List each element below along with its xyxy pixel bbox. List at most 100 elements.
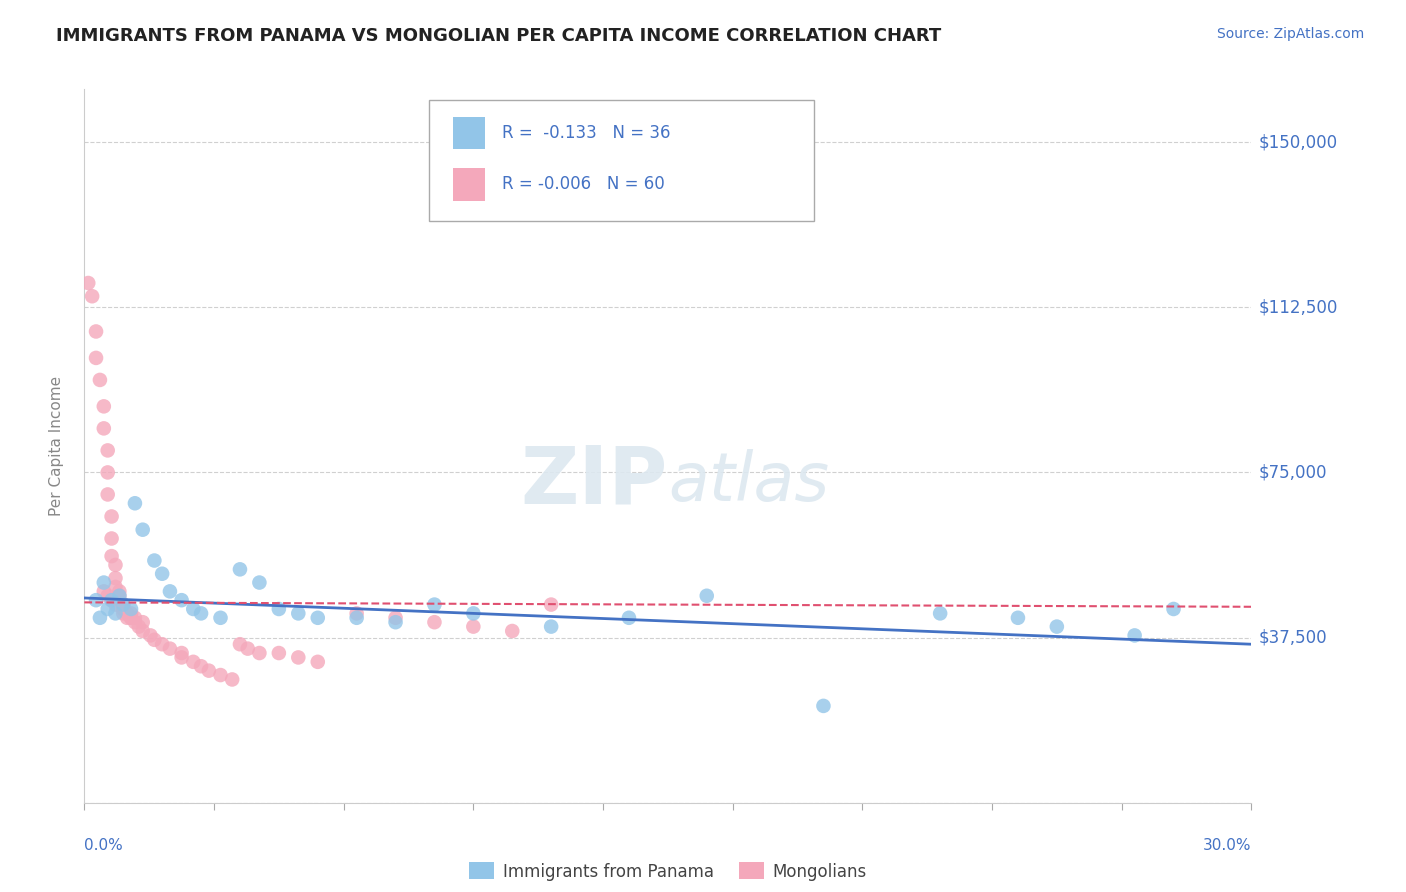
Point [120, 611, 142, 625]
Point [221, 673, 243, 687]
Point [929, 607, 952, 621]
Point [287, 650, 309, 665]
Point [267, 602, 290, 616]
Point [540, 598, 562, 612]
Text: 0.0%: 0.0% [84, 838, 124, 854]
Text: $37,500: $37,500 [1258, 629, 1327, 647]
Point [132, 615, 155, 630]
Point [120, 611, 142, 625]
Point [696, 589, 718, 603]
Point [423, 615, 446, 630]
Point [82, 289, 104, 303]
Point [1163, 602, 1185, 616]
Point [104, 558, 127, 572]
Point [97, 466, 120, 480]
Point [100, 532, 122, 546]
Point [209, 668, 232, 682]
Point [209, 611, 232, 625]
Point [463, 619, 485, 633]
Text: $150,000: $150,000 [1258, 133, 1337, 151]
Text: 30.0%: 30.0% [1204, 838, 1251, 854]
Point [150, 566, 173, 581]
Point [97, 443, 120, 458]
Point [159, 584, 181, 599]
Point [423, 598, 446, 612]
Point [540, 619, 562, 633]
Point [77, 276, 100, 290]
Point [617, 611, 640, 625]
Point [307, 655, 329, 669]
Point [112, 598, 135, 612]
Point [1007, 611, 1029, 625]
Point [190, 607, 212, 621]
Point [229, 562, 252, 576]
Point [150, 637, 173, 651]
Point [104, 607, 127, 621]
Point [170, 650, 193, 665]
Point [93, 421, 115, 435]
Point [170, 593, 193, 607]
Point [247, 646, 270, 660]
Point [128, 619, 150, 633]
Point [139, 628, 162, 642]
Point [120, 607, 142, 621]
Point [108, 584, 131, 599]
Point [346, 607, 368, 621]
Point [84, 325, 107, 339]
Point [115, 607, 138, 621]
Point [93, 400, 115, 414]
Point [100, 593, 122, 607]
Point [159, 641, 181, 656]
Point [236, 641, 259, 656]
Point [84, 351, 107, 365]
Point [267, 646, 290, 660]
Point [307, 611, 329, 625]
Point [89, 373, 111, 387]
Point [198, 664, 221, 678]
Point [143, 553, 166, 567]
Point [143, 632, 166, 647]
Point [170, 646, 193, 660]
Point [247, 575, 270, 590]
Point [463, 607, 485, 621]
FancyBboxPatch shape [453, 169, 485, 201]
Point [190, 659, 212, 673]
Point [120, 602, 142, 616]
Point [1123, 628, 1146, 642]
Point [181, 655, 204, 669]
Point [84, 593, 107, 607]
Point [132, 624, 155, 638]
Point [97, 487, 120, 501]
Point [384, 615, 406, 630]
Point [108, 589, 131, 603]
Point [384, 611, 406, 625]
Point [100, 509, 122, 524]
Point [287, 607, 309, 621]
Point [346, 611, 368, 625]
FancyBboxPatch shape [453, 117, 485, 149]
Point [93, 584, 115, 599]
Y-axis label: Per Capita Income: Per Capita Income [49, 376, 63, 516]
Point [104, 571, 127, 585]
Point [112, 607, 135, 621]
Point [1046, 619, 1069, 633]
Point [181, 602, 204, 616]
Point [89, 611, 111, 625]
FancyBboxPatch shape [429, 100, 814, 221]
Point [132, 523, 155, 537]
Text: Source: ZipAtlas.com: Source: ZipAtlas.com [1216, 27, 1364, 41]
Point [229, 637, 252, 651]
Text: ZIP: ZIP [520, 442, 668, 521]
Point [112, 598, 135, 612]
Point [100, 593, 122, 607]
Text: $112,500: $112,500 [1258, 298, 1337, 317]
Text: R =  -0.133   N = 36: R = -0.133 N = 36 [502, 124, 671, 142]
Text: R = -0.006   N = 60: R = -0.006 N = 60 [502, 176, 665, 194]
Point [100, 549, 122, 563]
Point [104, 598, 127, 612]
Point [97, 589, 120, 603]
Point [124, 611, 146, 625]
Point [112, 602, 135, 616]
Point [501, 624, 523, 638]
Point [97, 602, 120, 616]
